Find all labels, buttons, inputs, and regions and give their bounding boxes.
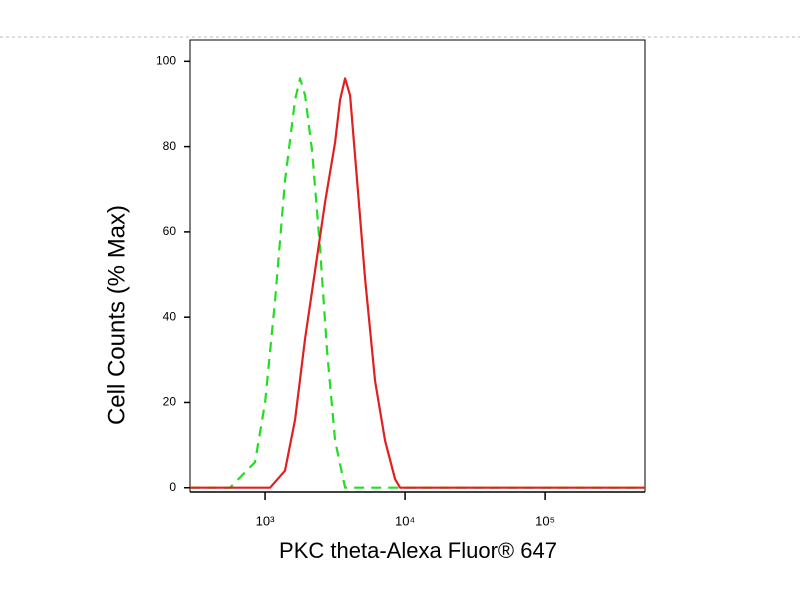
plot-frame (189, 39, 646, 492)
histogram-line (190, 77, 645, 489)
x-tick-label: 10³ (256, 513, 275, 528)
y-tick-label: 0 (169, 480, 176, 494)
y-tick-label: 80 (163, 139, 177, 153)
x-tick-label: 10⁴ (395, 513, 415, 528)
y-tick-label: 60 (163, 224, 177, 238)
histogram-line (190, 77, 645, 489)
y-tick-label: 100 (156, 53, 176, 67)
y-tick-label: 40 (163, 309, 177, 323)
y-tick-label: 20 (163, 395, 177, 409)
y-axis-label: Cell Counts (% Max) (103, 205, 130, 425)
x-tick-label: 10⁵ (535, 513, 555, 528)
x-axis-label: PKC theta-Alexa Fluor® 647 (279, 538, 557, 563)
